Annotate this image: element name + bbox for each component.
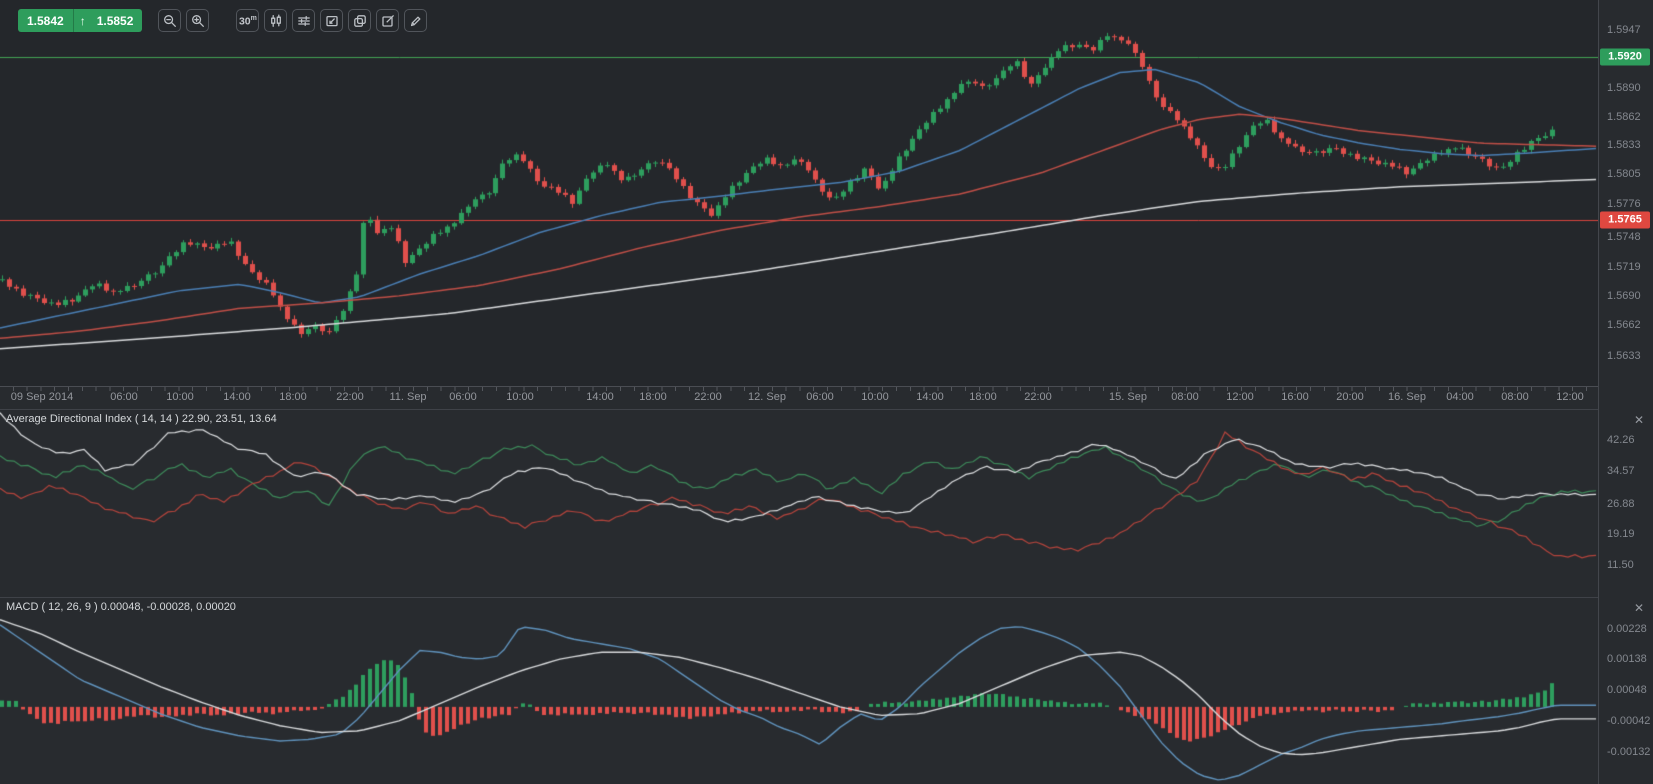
adx-axis-label: 42.26 [1607,434,1635,446]
zoom-group [158,9,210,32]
candles-icon [269,14,283,28]
price-axis-label: 1.5890 [1607,82,1641,94]
macd-title: MACD ( 12, 26, 9 ) 0.00048, -0.00028, 0.… [6,601,236,613]
time-axis-label: 10:00 [506,391,534,403]
time-axis-label: 22:00 [1024,391,1052,403]
time-axis-label: 14:00 [223,391,251,403]
edit-icon [381,14,395,28]
time-axis-label: 12:00 [1226,391,1254,403]
time-axis-label: 11. Sep [389,391,427,403]
draw-button[interactable] [404,9,428,32]
time-axis-label: 08:00 [1501,391,1529,403]
macd-axis-label: -0.00132 [1607,746,1651,758]
time-axis-label: 04:00 [1446,391,1474,403]
indicators-button[interactable] [292,9,316,32]
zoom-in-icon [191,14,205,28]
pen-icon [409,14,423,28]
macd-axis-label: 0.00048 [1607,684,1647,696]
edit-button[interactable] [376,9,400,32]
price-axis-label: 1.5805 [1607,168,1641,180]
time-axis-label: 22:00 [336,391,364,403]
time-axis-label: 06:00 [110,391,138,403]
time-axis-label: 12:00 [1556,391,1584,403]
zoom-out-icon [163,14,177,28]
price-axis-label: 1.5748 [1607,231,1641,243]
expand-arrow-icon [325,14,339,28]
adx-axis-label: 26.88 [1607,498,1635,510]
time-axis-label: 06:00 [449,391,477,403]
copy-icon [353,14,367,28]
price-axis-label: 1.5633 [1607,350,1641,362]
price-axis-label: 1.5862 [1607,111,1641,123]
time-axis-label: 18:00 [639,391,667,403]
price-chart-area[interactable] [0,0,1598,386]
price-chart-canvas[interactable] [0,0,1598,386]
time-axis-label: 20:00 [1336,391,1364,403]
adx-close-button[interactable]: ✕ [1633,413,1645,427]
adx-axis-label: 11.50 [1607,559,1634,571]
price-axis[interactable]: 1.5947 1.5890 1.5862 1.5833 1.5805 1.5776 1.57… [1598,0,1653,784]
time-axis-label: 16. Sep [1388,391,1426,403]
quote-divider [72,9,74,32]
adx-indicator-panel[interactable]: Average Directional Index ( 14, 14 ) 22.… [0,409,1653,598]
macd-canvas[interactable] [0,598,1598,784]
time-axis-label: 10:00 [861,391,889,403]
time-axis-label: 18:00 [969,391,997,403]
time-axis-label: 12. Sep [748,391,786,403]
macd-axis-label: 0.00228 [1607,623,1647,635]
adx-axis-label: 19.19 [1607,528,1635,540]
price-axis-label: 1.5947 [1607,24,1641,36]
price-axis-label: 1.5776 [1607,198,1641,210]
sliders-icon [297,14,311,28]
chart-toolbar: 1.5842 ↑ 1.5852 30m [18,9,428,32]
macd-indicator-panel[interactable]: MACD ( 12, 26, 9 ) 0.00048, -0.00028, 0.… [0,597,1653,784]
time-axis-label: 10:00 [166,391,194,403]
copy-button[interactable] [348,9,372,32]
time-axis[interactable]: 09 Sep 2014 06:00 10:00 14:00 18:00 22:00 11. … [0,386,1598,409]
time-axis-label: 09 Sep 2014 [10,391,74,403]
price-axis-label: 1.5662 [1607,319,1641,331]
price-axis-label: 1.5690 [1607,290,1641,302]
price-up-arrow-icon: ↑ [79,13,86,28]
macd-axis-label: 0.00138 [1607,653,1647,665]
time-axis-label: 14:00 [586,391,614,403]
zoom-in-button[interactable] [186,9,210,32]
adx-axis-label: 34.57 [1607,465,1635,477]
snapshot-button[interactable] [320,9,344,32]
ask-price[interactable]: 1.5852 [96,13,134,28]
time-axis-label: 22:00 [694,391,722,403]
adx-canvas[interactable] [0,410,1598,598]
zoom-out-button[interactable] [158,9,182,32]
axis-separator [1598,0,1599,784]
bid-price[interactable]: 1.5842 [27,13,64,28]
time-axis-ticks [0,387,1598,391]
time-axis-label: 18:00 [279,391,307,403]
adx-title: Average Directional Index ( 14, 14 ) 22.… [6,413,277,425]
time-axis-label: 14:00 [916,391,944,403]
time-axis-label: 16:00 [1281,391,1309,403]
chart-type-button[interactable] [264,9,288,32]
time-axis-label: 08:00 [1171,391,1199,403]
price-level-badge[interactable]: 1.5920 [1600,48,1650,66]
timeframe-30m-icon: 30m [238,14,257,27]
macd-close-button[interactable]: ✕ [1633,601,1645,615]
price-level-badge[interactable]: 1.5765 [1600,211,1650,229]
macd-axis-label: -0.00042 [1607,715,1651,727]
price-axis-label: 1.5833 [1607,139,1641,151]
time-axis-label: 06:00 [806,391,834,403]
quote-badge[interactable]: 1.5842 ↑ 1.5852 [18,9,143,32]
price-axis-label: 1.5719 [1607,261,1641,273]
time-axis-label: 15. Sep [1109,391,1147,403]
timeframe-button[interactable]: 30m [236,9,260,32]
